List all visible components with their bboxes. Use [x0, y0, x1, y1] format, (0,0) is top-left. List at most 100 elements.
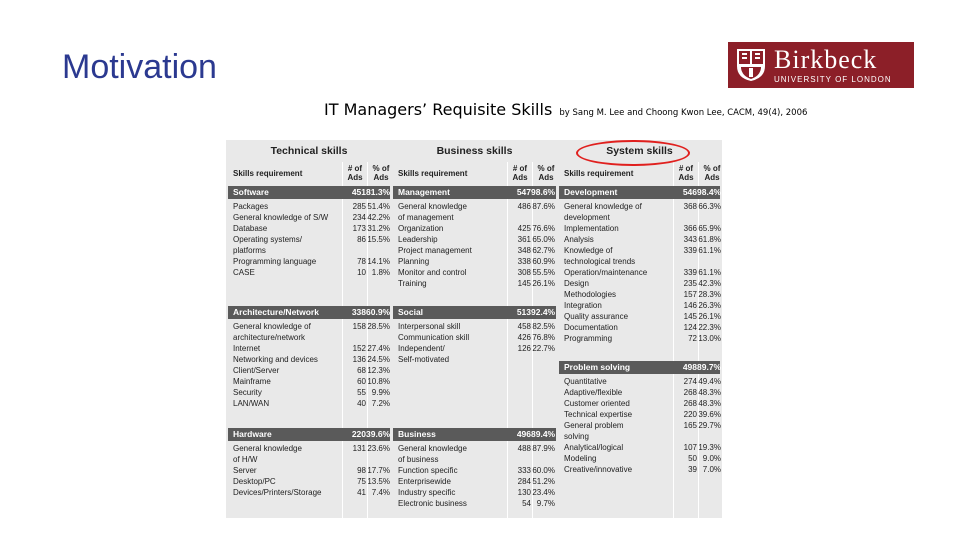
table-row: Operation/maintenance 339 61.1% [559, 267, 721, 278]
category-ads: 338 [351, 307, 366, 317]
category-ads: 496 [516, 429, 531, 439]
table-row: Organization 425 76.6% [393, 223, 556, 234]
skill-ads: 274 [683, 377, 697, 386]
skill-name: LAN/WAN [233, 399, 270, 408]
skill-pct: 31.2% [367, 224, 390, 233]
column-header: Skills requirement # of Ads % of Ads [559, 162, 720, 184]
table-row: Adaptive/flexible 268 48.3% [559, 387, 721, 398]
category-row: Hardware 220 39.6% [228, 428, 390, 441]
table-row: Implementation 366 65.9% [559, 223, 721, 234]
skill-pct: 29.7% [698, 421, 721, 430]
skill-name: Mainframe [233, 377, 271, 386]
table-row: Enterprisewide 284 51.2% [393, 476, 556, 487]
logo-name: Birkbeck [774, 44, 878, 74]
skill-name: of management [398, 213, 454, 222]
table-row: General knowledge of S/W 234 42.2% [228, 212, 390, 223]
column-title: Business skills [436, 145, 513, 157]
table-row: Mainframe 60 10.8% [228, 376, 390, 387]
skill-ads: 488 [517, 444, 531, 453]
skill-pct: 19.3% [698, 443, 721, 452]
skill-name: technological trends [564, 257, 636, 266]
skill-ads: 152 [352, 344, 366, 353]
skill-pct: 10.8% [367, 377, 390, 386]
skill-name: Planning [398, 257, 430, 266]
skill-pct: 61.1% [698, 246, 721, 255]
table-row: Analytical/logical 107 19.3% [559, 442, 721, 453]
skill-ads: 165 [683, 421, 697, 430]
table-row: Documentation 124 22.3% [559, 322, 721, 333]
skill-ads: 131 [352, 444, 366, 453]
skill-name: Client/Server [233, 366, 280, 375]
skill-name: Database [233, 224, 268, 233]
table-row: Knowledge of 339 61.1% [559, 245, 721, 256]
skill-ads: 78 [357, 257, 366, 266]
skill-pct: 87.6% [532, 202, 555, 211]
table-row: Industry specific 130 23.4% [393, 487, 556, 498]
table-row: Desktop/PC 75 13.5% [228, 476, 390, 487]
category-ads: 451 [351, 187, 366, 197]
category-rows: General knowledge of 368 66.3% development… [559, 201, 721, 344]
skill-name: Modeling [564, 454, 597, 463]
skill-name: Self-motivated [398, 355, 450, 364]
skill-name: architecture/network [233, 333, 306, 342]
table-row: Analysis 343 61.8% [559, 234, 721, 245]
skill-name: Project management [398, 246, 472, 255]
skill-ads: 338 [517, 257, 531, 266]
table-row: Operating systems/86 15.5% [228, 234, 390, 245]
skill-pct: 12.3% [367, 366, 390, 375]
skill-name: Creative/innovative [564, 465, 633, 474]
skill-name: Technical expertise [564, 410, 633, 419]
table-row: Modeling 50 9.0% [559, 453, 721, 464]
skill-ads: 268 [683, 388, 697, 397]
skill-ads: 98 [357, 466, 366, 475]
category-pct: 98.6% [531, 187, 556, 197]
skill-name: Customer oriented [564, 399, 630, 408]
skill-name: Leadership [398, 235, 438, 244]
table-row: Packages 285 51.4% [228, 201, 390, 212]
category-row: Development 546 98.4% [559, 186, 721, 199]
header-pct: % of Ads [372, 164, 390, 182]
skill-ads: 75 [357, 477, 366, 486]
table-row: Methodologies 157 28.3% [559, 289, 721, 300]
category-row: Social 513 92.4% [393, 306, 556, 319]
category-pct: 89.7% [697, 362, 722, 372]
skill-name: Server [233, 466, 257, 475]
skill-ads: 39 [688, 465, 697, 474]
skill-pct: 28.5% [367, 322, 390, 331]
skill-ads: 268 [683, 399, 697, 408]
skill-ads: 157 [683, 290, 697, 299]
skill-ads: 220 [683, 410, 697, 419]
table-row: of management [393, 212, 556, 223]
table-column: Business skills Skills requirement # of Ad… [393, 140, 556, 518]
skill-ads: 145 [517, 279, 531, 288]
category-pct: 60.9% [366, 307, 391, 317]
table-row: Client/Server 68 12.3% [228, 365, 390, 376]
skill-pct: 61.8% [698, 235, 721, 244]
skill-ads: 368 [683, 202, 697, 211]
skill-ads: 146 [683, 301, 697, 310]
skill-ads: 10 [357, 268, 366, 277]
skill-ads: 333 [517, 466, 531, 475]
skill-pct: 39.6% [698, 410, 721, 419]
skill-ads: 145 [683, 312, 697, 321]
skill-pct: 55.5% [532, 268, 555, 277]
category-pct: 39.6% [366, 429, 391, 439]
category-name: Business [398, 429, 436, 439]
table-row: CASE 10 1.8% [228, 267, 390, 278]
header-skills: Skills requirement [233, 169, 303, 178]
category-rows: Quantitative 274 49.4% Adaptive/flexible 268… [559, 376, 721, 475]
category-rows: General knowledge 131 23.6% of H/W Server 98… [228, 443, 390, 498]
skill-name: Interpersonal skill [398, 322, 461, 331]
skill-name: General knowledge of [233, 322, 311, 331]
category-row: Software 451 81.3% [228, 186, 390, 199]
skill-name: Industry specific [398, 488, 456, 497]
skill-name: Communication skill [398, 333, 470, 342]
category-row: Management 547 98.6% [393, 186, 556, 199]
skill-pct: 60.0% [532, 466, 555, 475]
skill-pct: 9.7% [536, 499, 555, 508]
skill-pct: 48.3% [698, 399, 721, 408]
category-name: Social [398, 307, 424, 317]
table-row: Leadership 361 65.0% [393, 234, 556, 245]
skill-name: Programming language [233, 257, 317, 266]
skill-name: Knowledge of [564, 246, 613, 255]
